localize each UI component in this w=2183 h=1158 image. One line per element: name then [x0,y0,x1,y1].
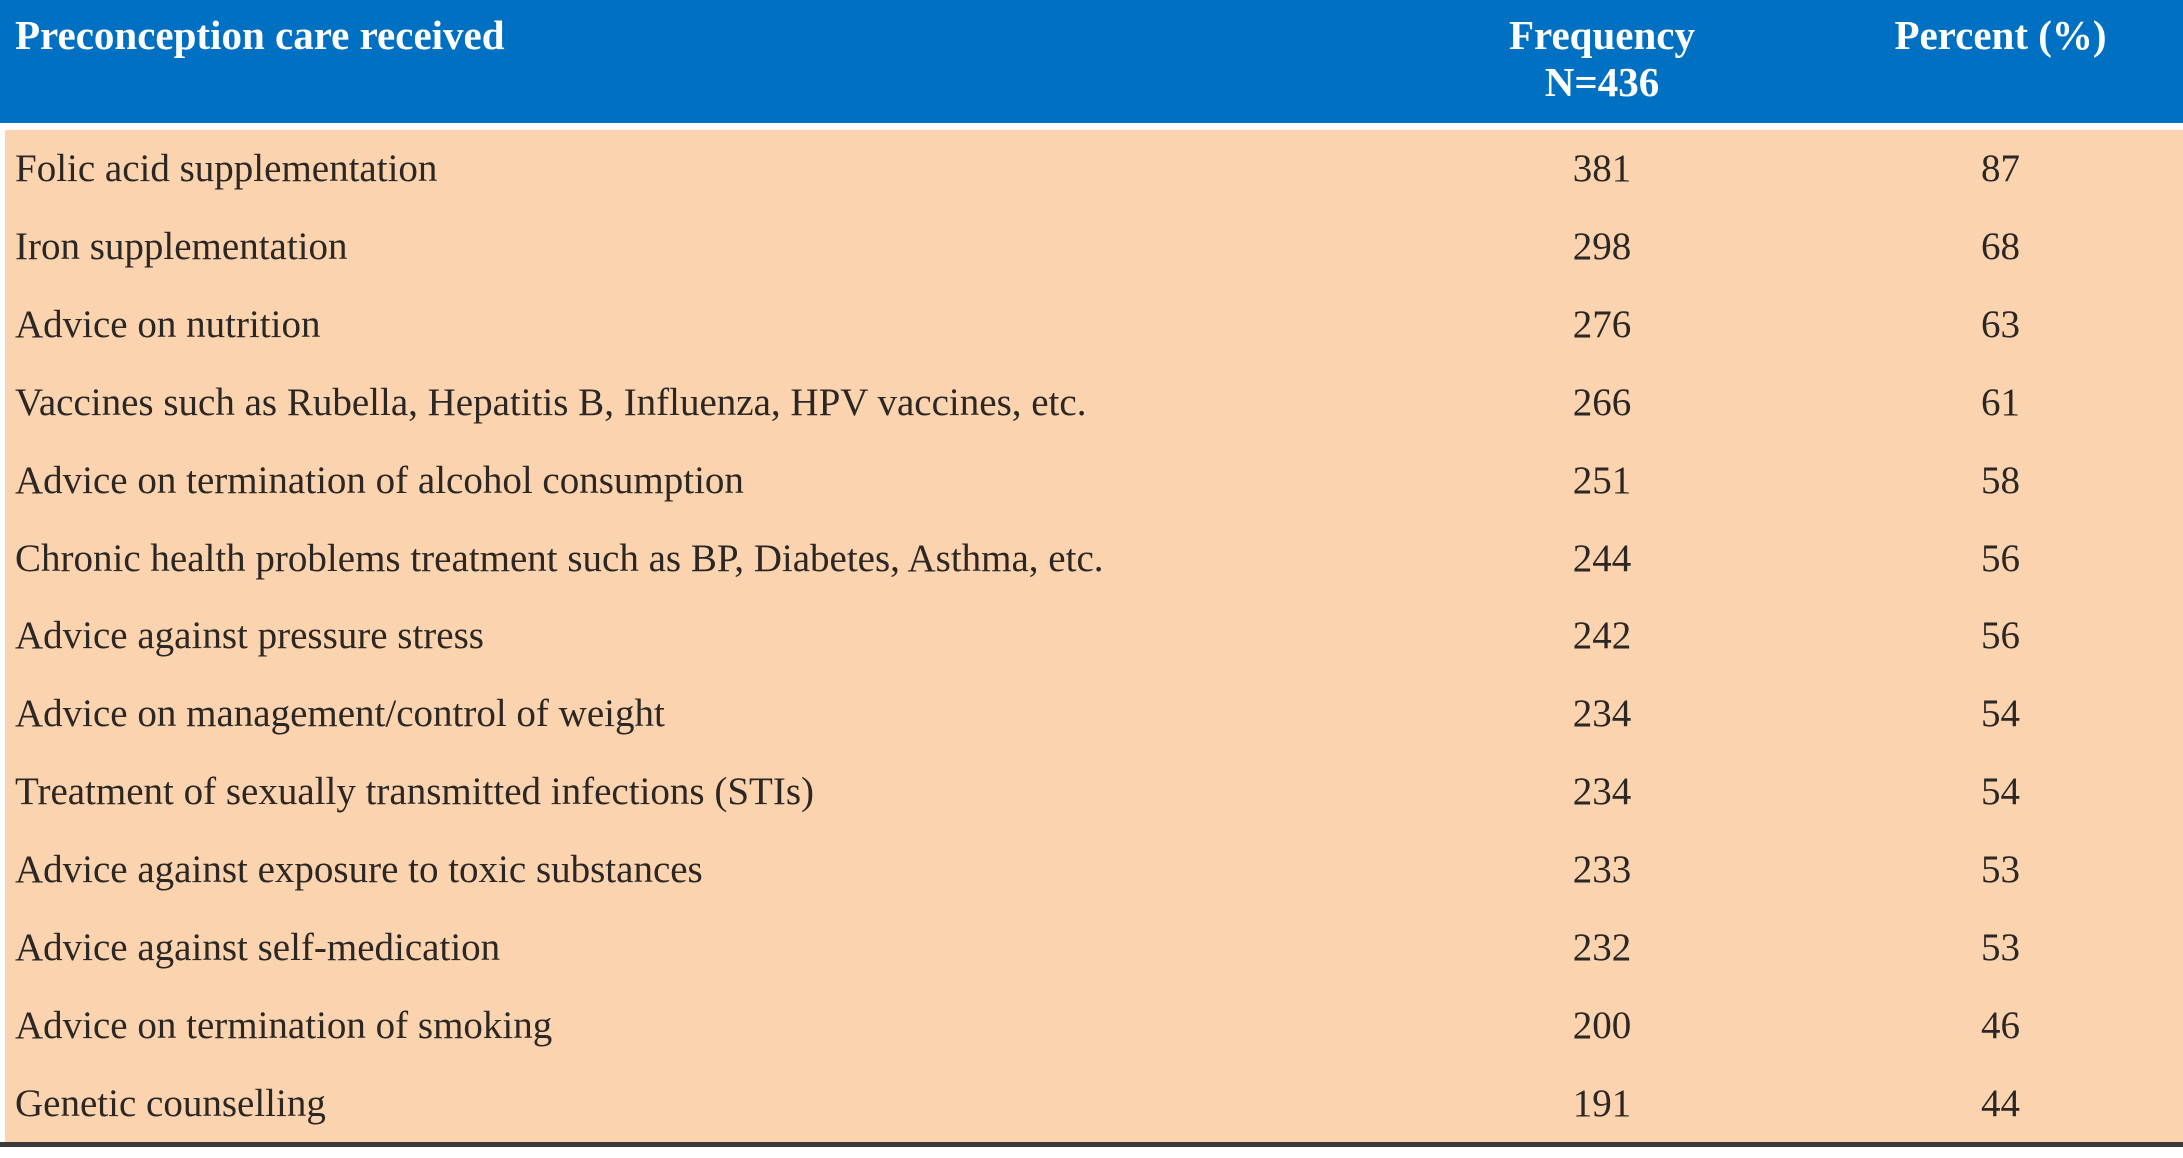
care-received-label: Chronic health problems treatment such a… [15,536,1104,580]
percent-value: 54 [1981,770,2020,814]
percent-value: 61 [1981,380,2020,424]
header-percent: Percent (%) [1894,12,2107,58]
frequency-value: 381 [1572,147,1632,191]
care-received-label: Advice against self-medication [15,925,501,969]
table-row: Advice against exposure to toxic substan… [5,831,2183,909]
frequency-value: 276 [1572,303,1632,347]
care-received-label: Advice on termination of smoking [15,1003,553,1047]
table-row: Advice on management/control of weight 2… [5,675,2183,753]
table-row: Genetic counselling 191 44 [5,1064,2183,1142]
percent-value: 87 [1981,147,2020,191]
table-body: Folic acid supplementation 381 87 Iron s… [5,130,2183,1142]
frequency-value: 244 [1572,536,1632,580]
table-row: Chronic health problems treatment such a… [5,519,2183,597]
frequency-value: 200 [1572,1003,1632,1047]
frequency-value: 251 [1572,458,1632,502]
header-sample-size: N=436 [1544,59,1660,105]
care-received-label: Vaccines such as Rubella, Hepatitis B, I… [15,380,1087,424]
table-bottom-rule [0,1142,2183,1147]
percent-value: 53 [1981,925,2020,969]
care-received-label: Genetic counselling [15,1081,326,1125]
care-received-label: Advice against exposure to toxic substan… [15,848,703,892]
percent-value: 44 [1981,1081,2020,1125]
table-row: Advice on termination of smoking 200 46 [5,986,2183,1064]
care-received-label: Advice on nutrition [15,303,321,347]
percent-value: 54 [1981,692,2020,736]
care-received-label: Folic acid supplementation [15,147,438,191]
percent-value: 68 [1981,225,2020,269]
table-row: Advice against pressure stress 242 56 [5,597,2183,675]
table-header-row: Preconception care received Frequency N=… [0,0,2183,123]
frequency-value: 233 [1572,848,1632,892]
header-preconception-care-received: Preconception care received [15,12,505,58]
care-received-label: Advice against pressure stress [15,614,484,658]
frequency-value: 232 [1572,925,1632,969]
header-frequency-label: Frequency [1508,12,1695,58]
care-received-label: Treatment of sexually transmitted infect… [15,770,814,814]
frequency-value: 298 [1572,225,1632,269]
table-row: Folic acid supplementation 381 87 [5,130,2183,208]
percent-value: 63 [1981,303,2020,347]
table-row: Iron supplementation 298 68 [5,208,2183,286]
table-row: Vaccines such as Rubella, Hepatitis B, I… [5,364,2183,442]
percent-value: 56 [1981,536,2020,580]
care-received-label: Advice on termination of alcohol consump… [15,458,744,502]
care-received-label: Advice on management/control of weight [15,692,665,736]
table-row: Advice against self-medication 232 53 [5,908,2183,986]
table-row: Advice on termination of alcohol consump… [5,441,2183,519]
care-received-label: Iron supplementation [15,225,348,269]
percent-value: 58 [1981,458,2020,502]
frequency-value: 191 [1572,1081,1632,1125]
frequency-value: 234 [1572,770,1632,814]
percent-value: 53 [1981,848,2020,892]
table-row: Treatment of sexually transmitted infect… [5,753,2183,831]
frequency-value: 266 [1572,380,1632,424]
table-row: Advice on nutrition 276 63 [5,286,2183,364]
percent-value: 46 [1981,1003,2020,1047]
header-body-divider [0,123,2183,130]
header-frequency: Frequency N=436 [1386,12,1818,106]
frequency-value: 234 [1572,692,1632,736]
percent-value: 56 [1981,614,2020,658]
frequency-value: 242 [1572,614,1632,658]
